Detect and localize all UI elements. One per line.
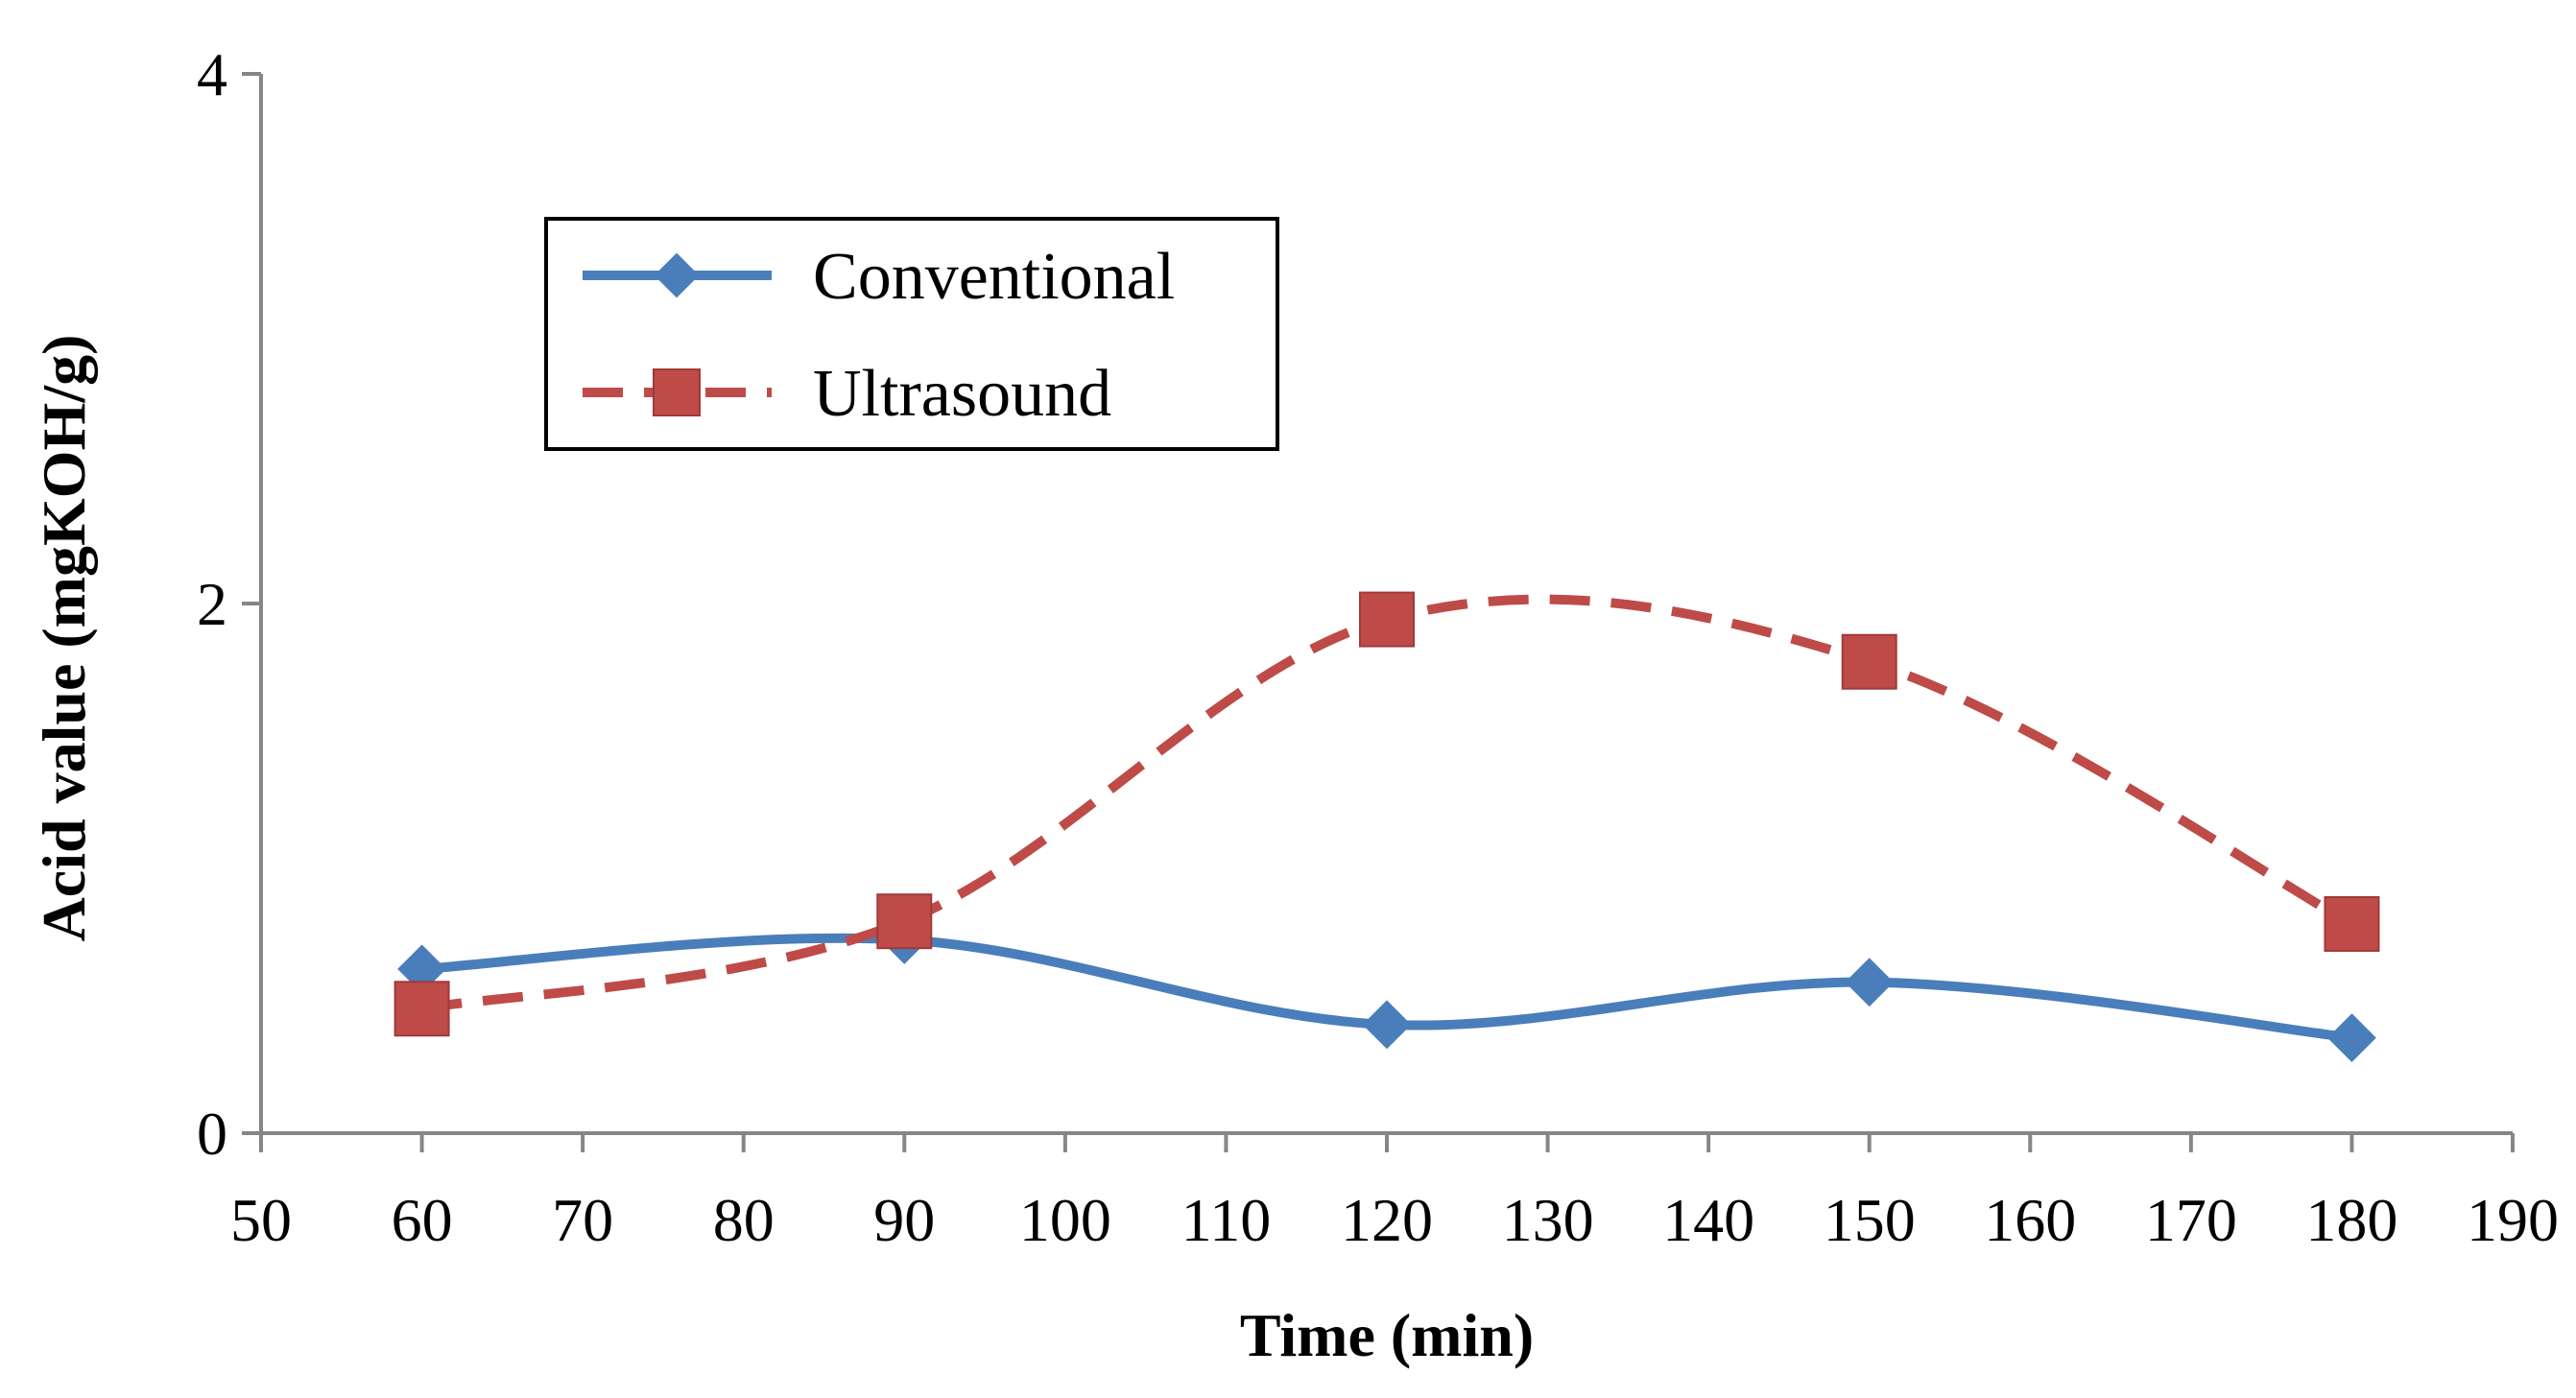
series-conventional [397,915,2376,1063]
x-tick-label: 120 [1341,1186,1433,1254]
x-tick-label: 60 [392,1186,453,1254]
y-tick-label: 2 [197,570,227,638]
legend-label-conventional: Conventional [813,240,1175,314]
x-tick-label: 90 [873,1186,935,1254]
data-point-conventional [2327,1013,2376,1063]
data-point-ultrasound [394,981,450,1037]
data-point-ultrasound [1841,633,1897,690]
data-point-ultrasound [2324,895,2380,952]
y-axis: 0 2 4 [197,40,263,1168]
x-tick-label: 170 [2145,1186,2237,1254]
x-tick-label: 140 [1662,1186,1754,1254]
legend-marker-conventional [654,252,700,298]
x-tick-label: 160 [1984,1186,2076,1254]
data-point-conventional [1845,958,1895,1007]
x-tick-label: 70 [552,1186,613,1254]
legend: Conventional Ultrasound [544,217,1279,451]
x-tick-label: 150 [1824,1186,1916,1254]
y-axis-title: Acid value (mgKOH/g) [30,335,98,942]
legend-label-ultrasound: Ultrasound [813,357,1111,431]
x-tick-label: 110 [1181,1186,1272,1254]
legend-box [544,217,1279,451]
series-ultrasound [394,591,2380,1037]
data-point-ultrasound [876,893,933,950]
series-area [394,591,2380,1063]
y-tick-label: 4 [197,40,227,108]
x-tick-label: 80 [713,1186,775,1254]
legend-marker-ultrasound [653,368,701,416]
data-point-ultrasound [1359,591,1415,648]
x-axis-title: Time (min) [1240,1301,1534,1369]
x-tick-label: 50 [230,1186,292,1254]
x-axis: 50 60 70 80 90 100 110 120 130 140 150 160 170 180 190 [230,1131,2559,1254]
x-tick-label: 190 [2467,1186,2559,1254]
data-point-conventional [1362,1000,1412,1050]
x-tick-label: 100 [1019,1186,1111,1254]
y-tick-label: 0 [197,1100,227,1168]
x-tick-label: 180 [2305,1186,2397,1254]
x-tick-label: 130 [1502,1186,1594,1254]
